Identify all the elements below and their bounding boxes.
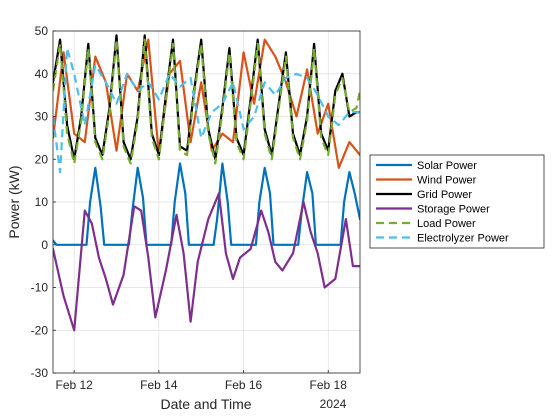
y-tick-label: -10: [31, 281, 49, 295]
legend-entry: Solar Power: [417, 160, 477, 172]
series-layer: [53, 34, 360, 332]
series-line-solar-power: [53, 162, 360, 246]
legend-entry: Electrolyzer Power: [417, 233, 509, 245]
x-tick-label: Feb 16: [225, 378, 263, 392]
y-tick-label: -20: [31, 323, 49, 337]
x-axis: Feb 12 Feb 14 Feb 16 Feb 18: [55, 370, 347, 392]
x-tick-label: Feb 18: [310, 378, 348, 392]
plot-area: [53, 34, 360, 332]
legend-entry: Load Power: [417, 218, 476, 230]
series-line-storage-power: [53, 192, 360, 332]
y-tick-label: 50: [35, 24, 49, 38]
y-tick-label: 40: [35, 67, 49, 81]
x-secondary-label: 2024: [320, 397, 347, 411]
x-tick-label: Feb 14: [140, 378, 178, 392]
y-axis: -30 -20 -10 0 10 20 30 40 50: [31, 24, 56, 380]
legend: Solar Power Wind Power Grid Power Storage P…: [369, 154, 545, 249]
y-tick-label: 0: [41, 238, 48, 252]
x-axis-label: Date and Time: [160, 396, 251, 412]
legend-entry: Grid Power: [417, 189, 472, 201]
grid: [53, 30, 360, 374]
legend-entry: Storage Power: [417, 204, 490, 216]
y-axis-label: Power (kW): [6, 165, 22, 238]
series-line-electrolyzer-power: [53, 46, 360, 174]
legend-box: [369, 154, 545, 249]
y-tick-label: 10: [35, 195, 49, 209]
x-tick-label: Feb 12: [55, 378, 93, 392]
legend-entry: Wind Power: [417, 175, 477, 187]
y-tick-label: 20: [35, 152, 49, 166]
y-tick-label: 30: [35, 110, 49, 124]
y-tick-label: -30: [31, 366, 49, 380]
